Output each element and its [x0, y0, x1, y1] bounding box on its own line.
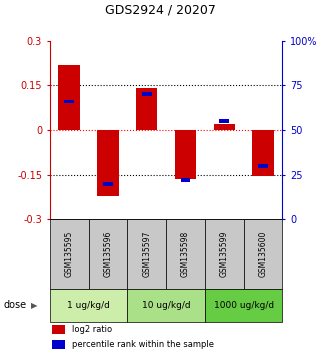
Bar [89, 219, 127, 289]
Bar [205, 289, 282, 322]
Text: dose: dose [4, 300, 27, 310]
Text: GSM135598: GSM135598 [181, 231, 190, 277]
Bar [258, 164, 268, 168]
Bar [175, 130, 196, 179]
Text: 1 ug/kg/d: 1 ug/kg/d [67, 301, 110, 310]
Bar [252, 130, 274, 176]
Bar [103, 182, 113, 185]
Text: GSM135595: GSM135595 [65, 231, 74, 277]
Bar [136, 88, 157, 130]
Bar [127, 219, 166, 289]
Bar [97, 130, 118, 196]
Text: GSM135596: GSM135596 [103, 231, 112, 277]
Bar [127, 289, 205, 322]
Text: 1000 ug/kg/d: 1000 ug/kg/d [214, 301, 274, 310]
Bar [214, 124, 235, 130]
Text: 10 ug/kg/d: 10 ug/kg/d [142, 301, 190, 310]
Bar [52, 340, 65, 349]
Bar [244, 219, 282, 289]
Bar [52, 325, 65, 334]
Text: GSM135600: GSM135600 [259, 231, 268, 277]
Bar [64, 99, 74, 103]
Text: GDS2924 / 20207: GDS2924 / 20207 [105, 4, 216, 17]
Text: ▶: ▶ [31, 301, 38, 310]
Bar [220, 119, 229, 123]
Bar [58, 64, 80, 130]
Text: log2 ratio: log2 ratio [72, 325, 112, 334]
Text: GSM135597: GSM135597 [142, 231, 151, 277]
Text: percentile rank within the sample: percentile rank within the sample [72, 340, 214, 349]
Bar [50, 289, 127, 322]
Text: GSM135599: GSM135599 [220, 231, 229, 277]
Bar [181, 178, 190, 182]
Bar [166, 219, 205, 289]
Bar [142, 92, 152, 96]
Bar [205, 219, 244, 289]
Bar [50, 219, 89, 289]
